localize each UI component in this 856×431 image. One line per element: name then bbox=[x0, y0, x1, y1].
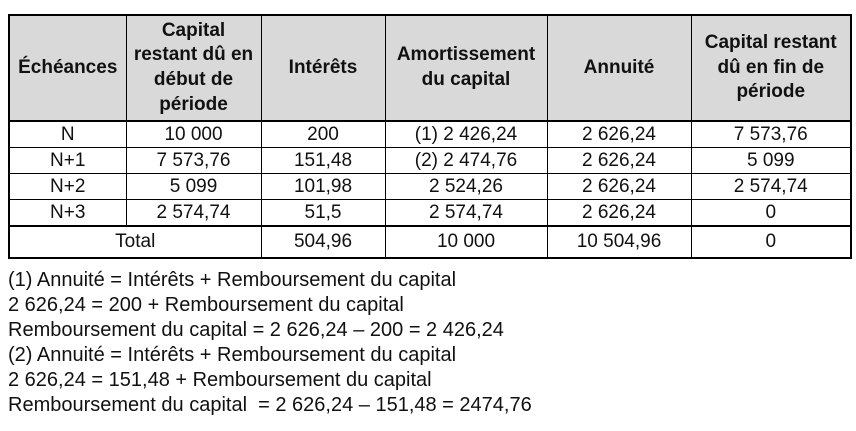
header-capital-restant-fin: Capital restant dû en fin de période bbox=[690, 14, 852, 122]
header-interets: Intérêts bbox=[260, 14, 386, 122]
table-cell: 2 626,24 bbox=[546, 199, 692, 227]
header-annuite: Annuité bbox=[546, 14, 692, 122]
table-cell: 7 573,76 bbox=[125, 147, 262, 174]
footnote-line: 2 626,24 = 151,48 + Remboursement du cap… bbox=[8, 369, 432, 391]
table-cell: 2 524,26 bbox=[384, 173, 548, 200]
table-total-row: Total 504,96 10 000 10 504,96 0 bbox=[8, 225, 852, 259]
table-row: N 10 000 200 (1) 2 426,24 2 626,24 7 573… bbox=[8, 120, 852, 148]
header-capital-restant-debut: Capital restant dû en début de période bbox=[125, 14, 262, 122]
footnotes: (1) Annuité = Intérêts + Remboursement d… bbox=[8, 268, 850, 418]
table-cell: N+3 bbox=[8, 199, 127, 227]
header-amortissement-capital: Amortissement du capital bbox=[384, 14, 548, 122]
table-cell: N+2 bbox=[8, 173, 127, 200]
table-cell: 51,5 bbox=[260, 199, 386, 227]
table-cell: 200 bbox=[260, 120, 386, 148]
table-cell: (1) 2 426,24 bbox=[384, 120, 548, 148]
table-cell: 5 099 bbox=[125, 173, 262, 200]
table-cell: 2 574,74 bbox=[125, 199, 262, 227]
table-cell: 2 626,24 bbox=[546, 147, 692, 174]
table-cell: N+1 bbox=[8, 147, 127, 174]
table-cell: 2 574,74 bbox=[384, 199, 548, 227]
total-interets-cell: 504,96 bbox=[260, 225, 386, 259]
total-capital-fin-cell: 0 bbox=[690, 225, 852, 259]
amortization-table: Échéances Capital restant dû en début de… bbox=[8, 14, 852, 259]
footnote-line: (2) Annuité = Intérêts + Remboursement d… bbox=[8, 344, 457, 366]
table-cell: 2 574,74 bbox=[690, 173, 852, 200]
table-cell: 2 626,24 bbox=[546, 120, 692, 148]
table-header-row: Échéances Capital restant dû en début de… bbox=[8, 14, 852, 122]
table-cell: N bbox=[8, 120, 127, 148]
table-row: N+3 2 574,74 51,5 2 574,74 2 626,24 0 bbox=[8, 199, 852, 227]
table-cell: 5 099 bbox=[690, 147, 852, 174]
table-cell: 10 000 bbox=[125, 120, 262, 148]
table-cell: 151,48 bbox=[260, 147, 386, 174]
total-label-cell: Total bbox=[8, 225, 262, 259]
total-annuite-cell: 10 504,96 bbox=[546, 225, 692, 259]
table-cell: 2 626,24 bbox=[546, 173, 692, 200]
table-cell: 0 bbox=[690, 199, 852, 227]
table-cell: 101,98 bbox=[260, 173, 386, 200]
table-cell: 7 573,76 bbox=[690, 120, 852, 148]
table-row: N+1 7 573,76 151,48 (2) 2 474,76 2 626,2… bbox=[8, 147, 852, 174]
table-cell: (2) 2 474,76 bbox=[384, 147, 548, 174]
footnote-line: Remboursement du capital = 2 626,24 – 20… bbox=[8, 319, 504, 341]
header-echeances: Échéances bbox=[8, 14, 127, 122]
footnote-line: (1) Annuité = Intérêts + Remboursement d… bbox=[8, 269, 457, 291]
footnote-line: Remboursement du capital = 2 626,24 – 15… bbox=[8, 394, 532, 416]
table-row: N+2 5 099 101,98 2 524,26 2 626,24 2 574… bbox=[8, 173, 852, 200]
footnote-line: 2 626,24 = 200 + Remboursement du capita… bbox=[8, 294, 404, 316]
total-amortissement-cell: 10 000 bbox=[384, 225, 548, 259]
